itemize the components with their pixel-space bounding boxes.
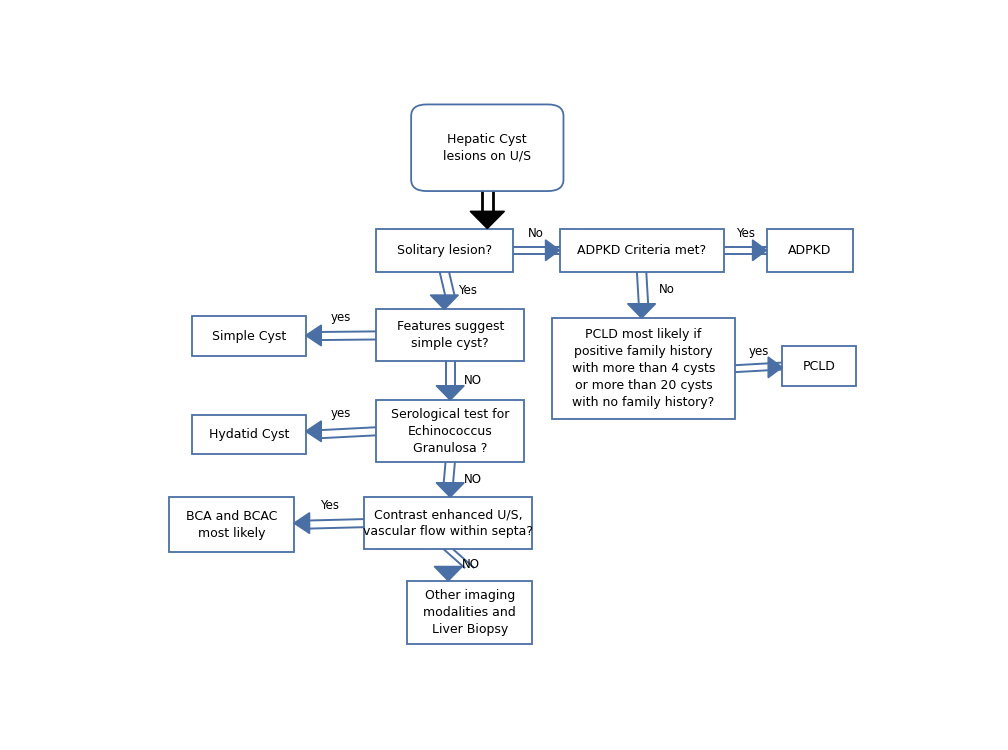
- FancyBboxPatch shape: [193, 415, 305, 454]
- Text: Hydatid Cyst: Hydatid Cyst: [209, 427, 289, 441]
- FancyBboxPatch shape: [376, 400, 524, 463]
- Text: yes: yes: [749, 345, 769, 358]
- FancyBboxPatch shape: [193, 316, 305, 356]
- Polygon shape: [470, 211, 504, 229]
- Text: yes: yes: [331, 406, 351, 420]
- Polygon shape: [768, 357, 782, 378]
- Polygon shape: [436, 483, 465, 497]
- Polygon shape: [436, 386, 465, 400]
- Text: PCLD most likely if
positive family history
with more than 4 cysts
or more than : PCLD most likely if positive family hist…: [572, 328, 716, 410]
- Polygon shape: [753, 240, 766, 261]
- Text: Yes: Yes: [736, 226, 755, 240]
- Text: BCA and BCAC
most likely: BCA and BCAC most likely: [185, 509, 277, 539]
- FancyBboxPatch shape: [782, 346, 857, 386]
- Polygon shape: [628, 304, 655, 318]
- Polygon shape: [294, 513, 309, 533]
- Text: Yes: Yes: [320, 499, 339, 512]
- Text: Other imaging
modalities and
Liver Biopsy: Other imaging modalities and Liver Biops…: [423, 590, 516, 636]
- FancyBboxPatch shape: [169, 497, 294, 552]
- Text: Yes: Yes: [459, 284, 478, 297]
- FancyBboxPatch shape: [376, 310, 524, 362]
- Text: PCLD: PCLD: [803, 359, 836, 373]
- FancyBboxPatch shape: [407, 580, 532, 644]
- FancyBboxPatch shape: [551, 318, 735, 419]
- Text: Simple Cyst: Simple Cyst: [212, 329, 286, 343]
- Text: ADPKD: ADPKD: [788, 244, 832, 256]
- Text: NO: NO: [465, 374, 482, 387]
- Text: ADPKD Criteria met?: ADPKD Criteria met?: [577, 244, 707, 256]
- Text: No: No: [659, 283, 674, 296]
- Text: Features suggest
simple cyst?: Features suggest simple cyst?: [396, 320, 504, 350]
- FancyBboxPatch shape: [364, 497, 532, 549]
- Text: Contrast enhanced U/S,
vascular flow within septa?: Contrast enhanced U/S, vascular flow wit…: [363, 509, 533, 538]
- Polygon shape: [545, 240, 559, 261]
- FancyBboxPatch shape: [559, 229, 724, 272]
- Text: No: No: [528, 226, 544, 240]
- Text: Hepatic Cyst
lesions on U/S: Hepatic Cyst lesions on U/S: [444, 133, 531, 163]
- Text: NO: NO: [463, 559, 480, 572]
- Polygon shape: [305, 325, 322, 346]
- Text: Solitary lesion?: Solitary lesion?: [397, 244, 492, 256]
- Text: yes: yes: [331, 311, 351, 324]
- Polygon shape: [305, 421, 322, 442]
- FancyBboxPatch shape: [376, 229, 513, 272]
- FancyBboxPatch shape: [411, 104, 563, 191]
- Text: NO: NO: [465, 473, 482, 486]
- Polygon shape: [434, 566, 463, 580]
- Polygon shape: [430, 295, 459, 310]
- FancyBboxPatch shape: [766, 229, 853, 272]
- Text: Serological test for
Echinococcus
Granulosa ?: Serological test for Echinococcus Granul…: [391, 408, 509, 454]
